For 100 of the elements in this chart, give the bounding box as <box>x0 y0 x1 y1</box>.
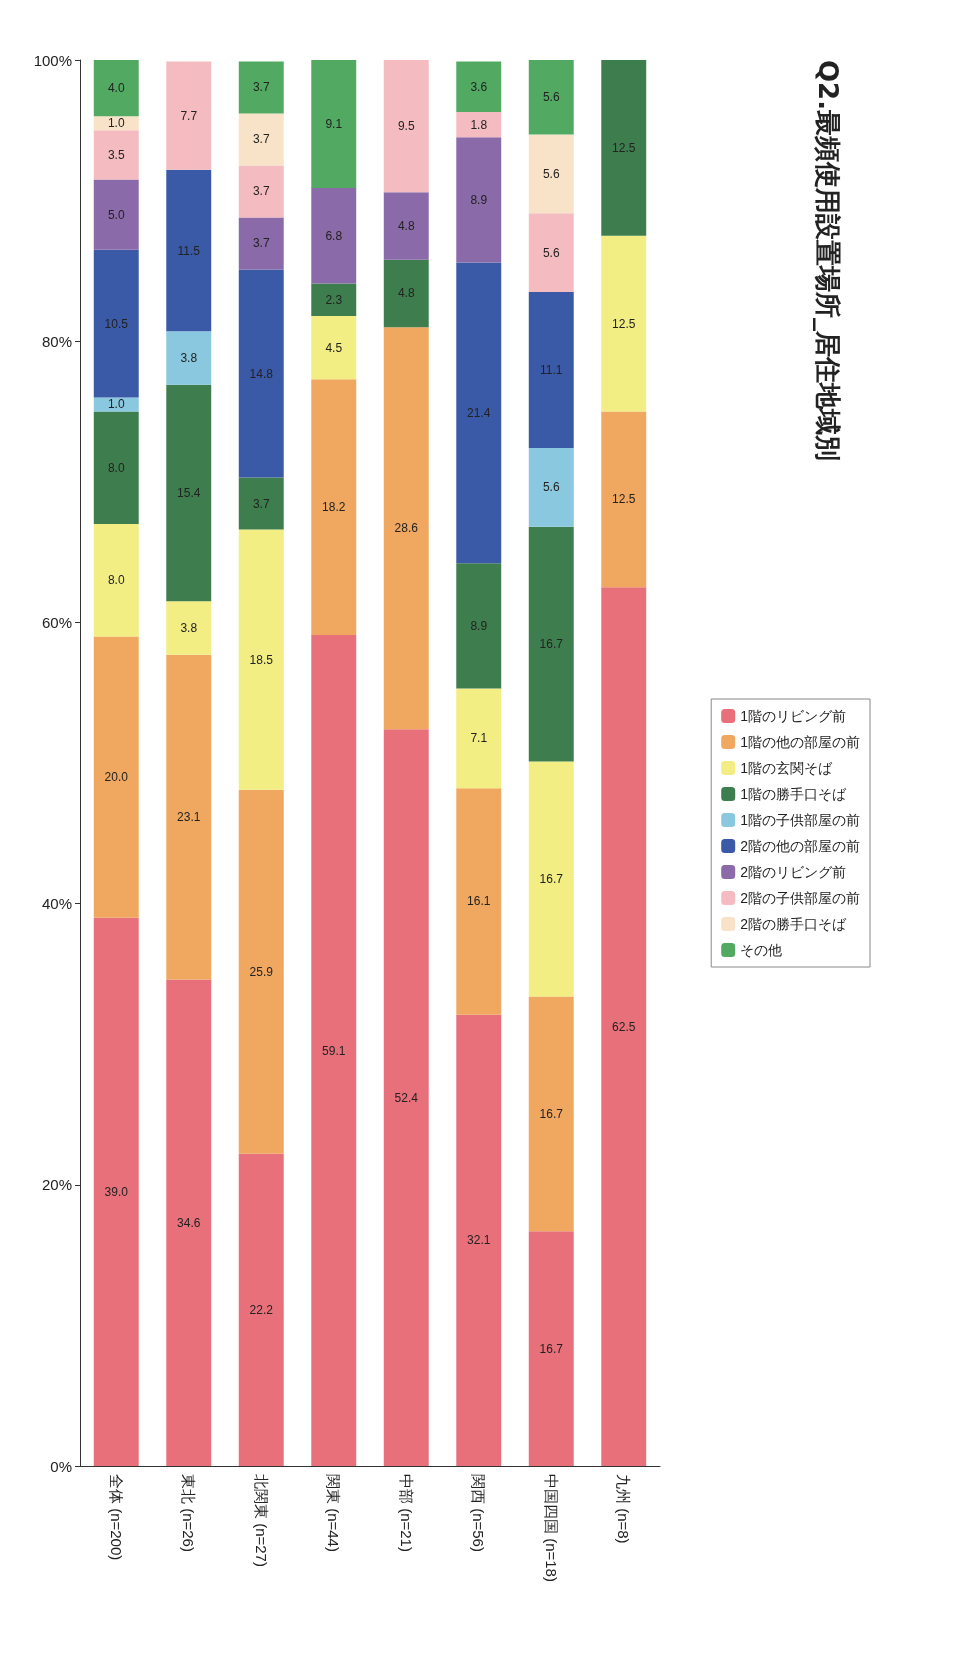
y-tick-label: 100% <box>33 51 72 69</box>
x-tick-label: 中国四国 (n=18) <box>542 1474 560 1582</box>
bar <box>238 61 284 114</box>
bar <box>166 61 212 170</box>
bar <box>311 60 357 188</box>
bar <box>528 213 574 292</box>
data-label: 22.2 <box>249 1302 274 1317</box>
x-tick-label: 全体 (n=200) <box>107 1474 125 1561</box>
data-label: 3.7 <box>252 80 270 95</box>
data-label: 2.3 <box>325 292 343 307</box>
bar <box>166 979 212 1466</box>
data-label: 14.8 <box>249 366 274 381</box>
x-tick-label: 関西 (n=56) <box>470 1474 488 1552</box>
data-label: 25.9 <box>249 964 274 979</box>
bar <box>311 379 357 636</box>
data-label: 3.7 <box>252 236 270 251</box>
bar <box>93 60 139 117</box>
bar <box>383 327 429 730</box>
bar <box>383 259 429 328</box>
data-label: 8.9 <box>470 618 488 633</box>
y-tick-label: 60% <box>41 613 72 631</box>
bar <box>456 112 502 138</box>
bar <box>166 169 212 332</box>
data-label: 5.0 <box>107 207 125 222</box>
bar <box>456 1014 502 1466</box>
data-label: 16.1 <box>467 894 491 909</box>
y-tick-label: 40% <box>41 895 72 913</box>
legend-label: 1階の勝手口そば <box>740 786 847 802</box>
data-label: 5.6 <box>542 90 560 105</box>
bar <box>93 179 139 250</box>
bar <box>93 397 139 412</box>
data-label: 11.5 <box>177 243 201 258</box>
data-label: 9.5 <box>397 119 415 134</box>
bar <box>166 331 212 385</box>
bar <box>383 729 429 1466</box>
bar <box>93 917 139 1466</box>
text: Q2.最頻使用設置場所_居住地域別 <box>812 60 844 462</box>
bar <box>238 269 284 478</box>
data-label: 16.7 <box>539 1106 564 1121</box>
bar <box>238 477 284 530</box>
bar <box>528 448 574 527</box>
data-label: 8.9 <box>470 192 488 207</box>
data-label: 8.0 <box>107 460 125 475</box>
data-label: 23.1 <box>177 810 201 825</box>
bar <box>238 529 284 790</box>
bar <box>383 192 429 260</box>
bar <box>311 187 357 284</box>
data-label: 3.7 <box>252 496 270 511</box>
x-tick-label: 中部 (n=21) <box>397 1474 415 1552</box>
data-label: 1.0 <box>107 116 125 131</box>
bar <box>528 291 574 449</box>
bar <box>601 587 647 1466</box>
data-label: 12.5 <box>612 492 636 507</box>
bar <box>383 60 429 193</box>
data-label: 4.8 <box>397 218 415 233</box>
data-label: 18.2 <box>322 500 346 515</box>
bar <box>456 688 502 789</box>
data-label: 3.6 <box>470 79 488 94</box>
data-label: 39.0 <box>104 1184 129 1199</box>
bar <box>528 761 574 997</box>
legend-label: 1階の玄関そば <box>740 760 833 776</box>
bar <box>238 1153 284 1466</box>
data-label: 32.1 <box>467 1233 491 1248</box>
data-label: 34.6 <box>177 1215 201 1230</box>
bar <box>93 249 139 398</box>
x-tick-label: 関東 (n=44) <box>325 1474 343 1552</box>
bar <box>528 134 574 214</box>
data-label: 16.7 <box>539 1341 564 1356</box>
data-label: 7.7 <box>180 108 198 123</box>
data-label: 4.5 <box>325 340 343 355</box>
data-label: 6.8 <box>325 228 343 243</box>
data-label: 3.8 <box>180 621 198 636</box>
data-label: 59.1 <box>322 1043 346 1058</box>
data-label: 3.7 <box>252 132 270 147</box>
bar <box>238 165 284 218</box>
data-label: 4.8 <box>397 286 415 301</box>
bar <box>456 137 502 263</box>
bar <box>238 113 284 166</box>
x-tick-label: 北関東 (n=27) <box>252 1474 270 1567</box>
data-label: 1.0 <box>107 397 125 412</box>
data-label: 4.0 <box>107 81 125 96</box>
legend-label: 2階の他の部屋の前 <box>740 838 861 854</box>
legend-label: 1階の他の部屋の前 <box>740 734 861 750</box>
data-label: 8.0 <box>107 573 125 588</box>
data-label: 28.6 <box>394 521 419 536</box>
data-label: 5.6 <box>542 245 560 260</box>
y-tick-label: 80% <box>41 332 72 350</box>
legend-label: 2階の子供部屋の前 <box>740 890 861 906</box>
data-label: 9.1 <box>325 116 343 131</box>
y-tick-label: 20% <box>41 1176 72 1194</box>
bar <box>528 996 574 1232</box>
bar <box>601 60 647 236</box>
bar <box>528 1231 574 1466</box>
data-label: 16.7 <box>539 637 564 652</box>
bar <box>456 61 502 113</box>
data-label: 1.8 <box>470 117 488 132</box>
legend-label: 2階のリビング前 <box>740 864 847 880</box>
bar <box>311 315 357 380</box>
data-label: 11.1 <box>540 363 563 378</box>
legend-label: その他 <box>740 942 783 958</box>
